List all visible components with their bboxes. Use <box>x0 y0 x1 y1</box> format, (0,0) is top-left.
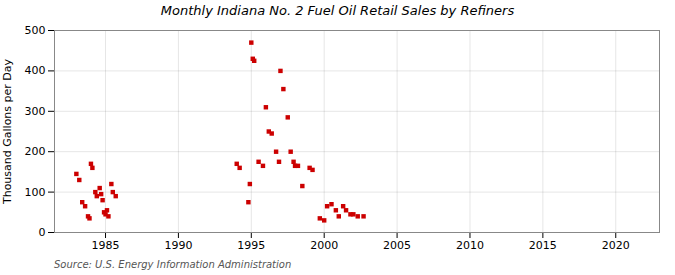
svg-text:300: 300 <box>25 105 46 118</box>
svg-text:1995: 1995 <box>237 239 265 252</box>
svg-text:2015: 2015 <box>529 239 557 252</box>
svg-text:2000: 2000 <box>310 239 338 252</box>
svg-text:0: 0 <box>39 226 46 239</box>
svg-text:2005: 2005 <box>383 239 411 252</box>
html-text:Monthly Indiana No. 2 Fuel Oil: Monthly Indiana No. 2 Fuel Oil Retail Sa… <box>160 3 515 18</box>
svg-text:Thousand Gallons per Day: Thousand Gallons per Day <box>1 58 14 205</box>
svg-text:2020: 2020 <box>602 239 630 252</box>
svg-text:400: 400 <box>25 64 46 77</box>
svg-text:200: 200 <box>25 145 46 158</box>
svg-text:100: 100 <box>25 186 46 199</box>
svg-text:1990: 1990 <box>164 239 192 252</box>
svg-text:500: 500 <box>25 24 46 37</box>
svg-text:1985: 1985 <box>92 239 120 252</box>
svg-text:2010: 2010 <box>456 239 484 252</box>
html-text:Source: U.S. Energy Informatio: Source: U.S. Energy Information Administ… <box>54 259 292 270</box>
